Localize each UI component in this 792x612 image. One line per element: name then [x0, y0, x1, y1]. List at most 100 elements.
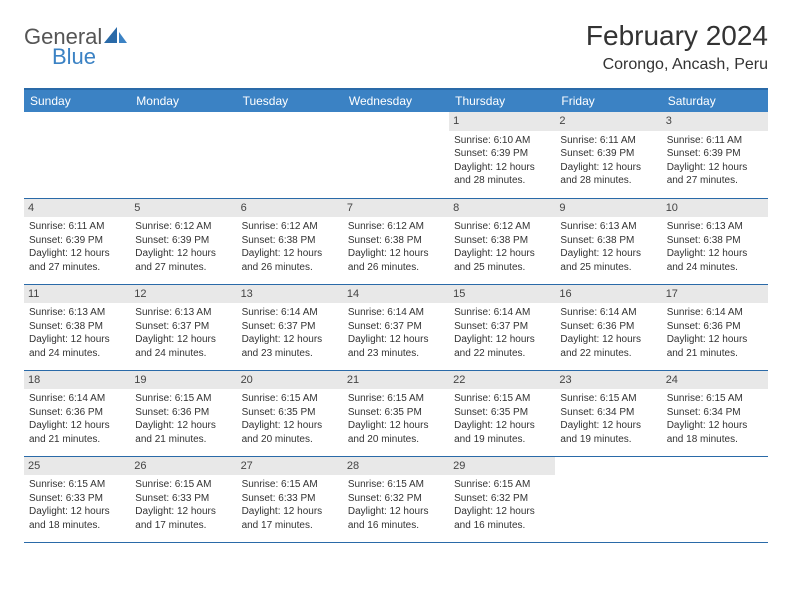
daylight-text: Daylight: 12 hours and 25 minutes. — [454, 247, 550, 274]
logo-text-blue: Blue — [52, 46, 96, 68]
day-number: 4 — [24, 199, 130, 218]
daylight-text: Daylight: 12 hours and 25 minutes. — [560, 247, 656, 274]
day-number: 12 — [130, 285, 236, 304]
calendar-cell: 22 Sunrise: 6:15 AM Sunset: 6:35 PM Dayl… — [449, 370, 555, 456]
sunrise-text: Sunrise: 6:15 AM — [135, 478, 231, 492]
day-number: 29 — [449, 457, 555, 476]
daylight-text: Daylight: 12 hours and 19 minutes. — [454, 419, 550, 446]
calendar-cell: 14 Sunrise: 6:14 AM Sunset: 6:37 PM Dayl… — [343, 284, 449, 370]
month-title: February 2024 — [586, 20, 768, 52]
daylight-text: Daylight: 12 hours and 19 minutes. — [560, 419, 656, 446]
calendar-cell: 10 Sunrise: 6:13 AM Sunset: 6:38 PM Dayl… — [662, 198, 768, 284]
sunset-text: Sunset: 6:38 PM — [667, 234, 763, 248]
sunrise-text: Sunrise: 6:13 AM — [29, 306, 125, 320]
calendar-cell: 20 Sunrise: 6:15 AM Sunset: 6:35 PM Dayl… — [237, 370, 343, 456]
day-number: 9 — [555, 199, 661, 218]
day-number: 6 — [237, 199, 343, 218]
day-number: 19 — [130, 371, 236, 390]
sunset-text: Sunset: 6:35 PM — [348, 406, 444, 420]
logo-sail-icon — [104, 26, 130, 48]
calendar-cell: 2 Sunrise: 6:11 AM Sunset: 6:39 PM Dayli… — [555, 112, 661, 198]
calendar-cell: 9 Sunrise: 6:13 AM Sunset: 6:38 PM Dayli… — [555, 198, 661, 284]
day-number: 21 — [343, 371, 449, 390]
daylight-text: Daylight: 12 hours and 24 minutes. — [135, 333, 231, 360]
day-number: 17 — [662, 285, 768, 304]
daylight-text: Daylight: 12 hours and 23 minutes. — [348, 333, 444, 360]
calendar-cell: . — [662, 456, 768, 542]
day-number: 11 — [24, 285, 130, 304]
sunrise-text: Sunrise: 6:11 AM — [667, 134, 763, 148]
calendar-cell: . — [24, 112, 130, 198]
day-number: 28 — [343, 457, 449, 476]
calendar-cell: 19 Sunrise: 6:15 AM Sunset: 6:36 PM Dayl… — [130, 370, 236, 456]
daylight-text: Daylight: 12 hours and 20 minutes. — [348, 419, 444, 446]
calendar-cell: 16 Sunrise: 6:14 AM Sunset: 6:36 PM Dayl… — [555, 284, 661, 370]
daylight-text: Daylight: 12 hours and 23 minutes. — [242, 333, 338, 360]
calendar-cell: 26 Sunrise: 6:15 AM Sunset: 6:33 PM Dayl… — [130, 456, 236, 542]
day-number: 26 — [130, 457, 236, 476]
calendar-cell: 1 Sunrise: 6:10 AM Sunset: 6:39 PM Dayli… — [449, 112, 555, 198]
page-header: General Blue February 2024 Corongo, Anca… — [24, 20, 768, 74]
calendar-cell: . — [130, 112, 236, 198]
sunset-text: Sunset: 6:34 PM — [667, 406, 763, 420]
sunset-text: Sunset: 6:39 PM — [560, 147, 656, 161]
sunrise-text: Sunrise: 6:13 AM — [667, 220, 763, 234]
sunset-text: Sunset: 6:36 PM — [29, 406, 125, 420]
sunset-text: Sunset: 6:38 PM — [454, 234, 550, 248]
sunrise-text: Sunrise: 6:15 AM — [135, 392, 231, 406]
calendar-cell: . — [237, 112, 343, 198]
sunrise-text: Sunrise: 6:14 AM — [667, 306, 763, 320]
sunrise-text: Sunrise: 6:13 AM — [560, 220, 656, 234]
sunset-text: Sunset: 6:36 PM — [135, 406, 231, 420]
sunrise-text: Sunrise: 6:12 AM — [348, 220, 444, 234]
day-header: Monday — [130, 89, 236, 112]
daylight-text: Daylight: 12 hours and 17 minutes. — [242, 505, 338, 532]
sunset-text: Sunset: 6:39 PM — [667, 147, 763, 161]
daylight-text: Daylight: 12 hours and 20 minutes. — [242, 419, 338, 446]
calendar-cell: 15 Sunrise: 6:14 AM Sunset: 6:37 PM Dayl… — [449, 284, 555, 370]
calendar-cell: 6 Sunrise: 6:12 AM Sunset: 6:38 PM Dayli… — [237, 198, 343, 284]
day-number: 22 — [449, 371, 555, 390]
day-number: 14 — [343, 285, 449, 304]
calendar-cell: 13 Sunrise: 6:14 AM Sunset: 6:37 PM Dayl… — [237, 284, 343, 370]
day-number: 23 — [555, 371, 661, 390]
sunset-text: Sunset: 6:37 PM — [135, 320, 231, 334]
calendar-cell: 17 Sunrise: 6:14 AM Sunset: 6:36 PM Dayl… — [662, 284, 768, 370]
calendar-cell: 8 Sunrise: 6:12 AM Sunset: 6:38 PM Dayli… — [449, 198, 555, 284]
sunset-text: Sunset: 6:37 PM — [242, 320, 338, 334]
calendar-week: 18 Sunrise: 6:14 AM Sunset: 6:36 PM Dayl… — [24, 370, 768, 456]
calendar-cell: 23 Sunrise: 6:15 AM Sunset: 6:34 PM Dayl… — [555, 370, 661, 456]
title-block: February 2024 Corongo, Ancash, Peru — [586, 20, 768, 74]
calendar-cell: 25 Sunrise: 6:15 AM Sunset: 6:33 PM Dayl… — [24, 456, 130, 542]
daylight-text: Daylight: 12 hours and 22 minutes. — [454, 333, 550, 360]
daylight-text: Daylight: 12 hours and 16 minutes. — [454, 505, 550, 532]
calendar-cell: 11 Sunrise: 6:13 AM Sunset: 6:38 PM Dayl… — [24, 284, 130, 370]
sunrise-text: Sunrise: 6:11 AM — [560, 134, 656, 148]
sunrise-text: Sunrise: 6:12 AM — [454, 220, 550, 234]
calendar-cell: 12 Sunrise: 6:13 AM Sunset: 6:37 PM Dayl… — [130, 284, 236, 370]
calendar-cell: 18 Sunrise: 6:14 AM Sunset: 6:36 PM Dayl… — [24, 370, 130, 456]
daylight-text: Daylight: 12 hours and 26 minutes. — [242, 247, 338, 274]
location: Corongo, Ancash, Peru — [586, 56, 768, 74]
day-header: Wednesday — [343, 89, 449, 112]
daylight-text: Daylight: 12 hours and 21 minutes. — [135, 419, 231, 446]
daylight-text: Daylight: 12 hours and 22 minutes. — [560, 333, 656, 360]
sunset-text: Sunset: 6:39 PM — [29, 234, 125, 248]
sunset-text: Sunset: 6:37 PM — [348, 320, 444, 334]
sunset-text: Sunset: 6:36 PM — [667, 320, 763, 334]
sunrise-text: Sunrise: 6:15 AM — [667, 392, 763, 406]
day-number: 5 — [130, 199, 236, 218]
sunrise-text: Sunrise: 6:14 AM — [454, 306, 550, 320]
calendar-week: 4 Sunrise: 6:11 AM Sunset: 6:39 PM Dayli… — [24, 198, 768, 284]
sunrise-text: Sunrise: 6:13 AM — [135, 306, 231, 320]
calendar-week: 25 Sunrise: 6:15 AM Sunset: 6:33 PM Dayl… — [24, 456, 768, 542]
sunset-text: Sunset: 6:33 PM — [242, 492, 338, 506]
day-header: Saturday — [662, 89, 768, 112]
day-number: 25 — [24, 457, 130, 476]
sunset-text: Sunset: 6:35 PM — [242, 406, 338, 420]
daylight-text: Daylight: 12 hours and 24 minutes. — [667, 247, 763, 274]
daylight-text: Daylight: 12 hours and 21 minutes. — [667, 333, 763, 360]
sunset-text: Sunset: 6:35 PM — [454, 406, 550, 420]
sunrise-text: Sunrise: 6:14 AM — [29, 392, 125, 406]
daylight-text: Daylight: 12 hours and 21 minutes. — [29, 419, 125, 446]
